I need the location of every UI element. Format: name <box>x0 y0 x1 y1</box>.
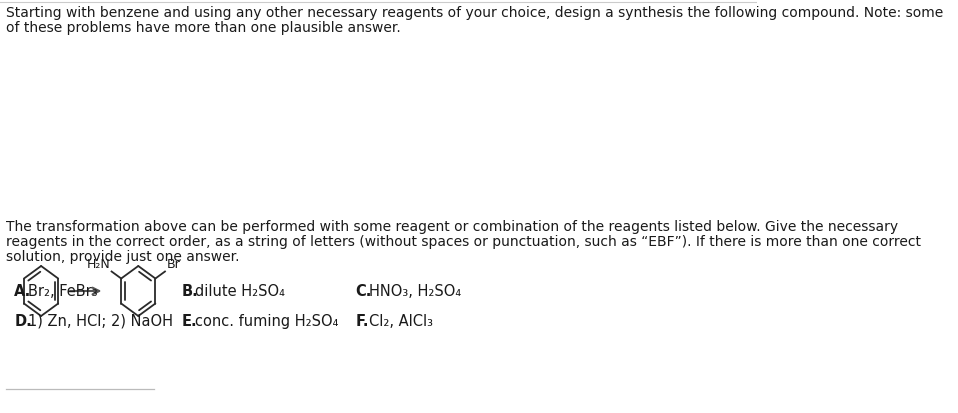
Text: B.: B. <box>182 283 198 298</box>
Text: reagents in the correct order, as a string of letters (without spaces or punctua: reagents in the correct order, as a stri… <box>7 235 922 248</box>
Text: E.: E. <box>182 313 197 328</box>
Text: D.: D. <box>14 313 32 328</box>
Text: conc. fuming H₂SO₄: conc. fuming H₂SO₄ <box>195 313 338 328</box>
Text: Cl₂, AlCl₃: Cl₂, AlCl₃ <box>369 313 433 328</box>
Text: The transformation above can be performed with some reagent or combination of th: The transformation above can be performe… <box>7 219 899 233</box>
Text: F.: F. <box>355 313 369 328</box>
Text: 1) Zn, HCl; 2) NaOH: 1) Zn, HCl; 2) NaOH <box>28 313 172 328</box>
Text: A.: A. <box>14 283 32 298</box>
Text: H₂N: H₂N <box>86 257 110 270</box>
Text: of these problems have more than one plausible answer.: of these problems have more than one pla… <box>7 21 401 35</box>
Text: Starting with benzene and using any other necessary reagents of your choice, des: Starting with benzene and using any othe… <box>7 6 944 20</box>
Text: Br₂, FeBr₃: Br₂, FeBr₃ <box>28 283 98 298</box>
Text: solution, provide just one answer.: solution, provide just one answer. <box>7 249 239 263</box>
Text: Br: Br <box>167 257 180 270</box>
Text: HNO₃, H₂SO₄: HNO₃, H₂SO₄ <box>369 283 461 298</box>
Text: C.: C. <box>355 283 372 298</box>
Text: dilute H₂SO₄: dilute H₂SO₄ <box>195 283 285 298</box>
